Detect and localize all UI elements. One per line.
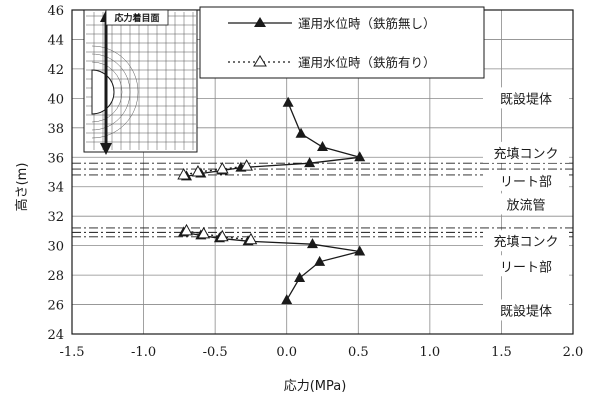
y-tick-label: 34 [47, 181, 64, 196]
x-tick-label: 0.0 [276, 345, 297, 360]
region-label-text: 既設堤体 [500, 91, 552, 107]
region-label-text: 充填コンク [493, 234, 558, 250]
series-point-1 [180, 223, 193, 236]
region-label-bg [483, 255, 569, 277]
region-label-text: リート部 [500, 260, 552, 275]
series-point-0 [354, 245, 366, 256]
inset-mesh-arc [91, 61, 123, 123]
cross-section-inset: 応力着目面 [83, 9, 198, 155]
series-point-0 [354, 151, 366, 162]
series-point-0 [294, 272, 306, 283]
inset-title: 応力着目面 [114, 12, 159, 24]
region-label-bg [483, 141, 569, 163]
y-tick-label: 44 [47, 33, 64, 48]
x-tick-label: 2.0 [563, 345, 584, 360]
region-label-text: 放流管 [506, 198, 545, 213]
y-axis-title: 高さ(m) [14, 163, 30, 212]
region-label: 既設堤体 [483, 299, 569, 321]
y-tick-label: 38 [47, 122, 64, 137]
region-label: 既設堤体 [483, 87, 569, 109]
region-label: 充填コンク [483, 230, 569, 252]
series-point-1 [240, 159, 253, 171]
series-point-0 [317, 140, 328, 151]
series-point-0 [304, 157, 316, 168]
series-point-0 [295, 127, 307, 138]
y-tick-label: 32 [47, 210, 64, 225]
tick-labels: -1.5 -1.0 -0.5 0.0 0.5 1.0 1.5 2.0 24 26 28 30 32 34 3… [47, 4, 583, 360]
inset-pipe-outline [91, 69, 115, 115]
legend-label-rebar: 運用水位時（鉄筋有り） [298, 55, 436, 70]
y-tick-label: 28 [47, 269, 64, 284]
region-label-text: 充填コンク [493, 146, 558, 162]
legend-marker-rebar-none [254, 17, 266, 27]
region-label: 放流管 [483, 193, 569, 215]
region-label-bg [483, 230, 569, 252]
series-point-1 [215, 162, 229, 174]
region-label: リート部 [483, 255, 569, 277]
region-label-bg [483, 169, 569, 191]
y-tick-label: 24 [47, 328, 64, 343]
series [177, 96, 366, 305]
inset-arrow-down [100, 143, 112, 155]
region-label-text: 既設堤体 [500, 303, 552, 319]
inset-mesh-arc [91, 53, 131, 131]
series-point-1 [244, 232, 258, 245]
region-label: リート部 [483, 169, 569, 191]
y-tick-label: 46 [47, 4, 64, 19]
y-tick-label: 30 [47, 240, 64, 255]
series-line-1 [183, 165, 247, 176]
x-tick-label: 1.0 [420, 345, 441, 360]
series-point-0 [314, 255, 326, 266]
x-tick-label: -0.5 [203, 345, 228, 360]
region-label-bg [483, 87, 569, 109]
region-label: 充填コンク [483, 141, 569, 163]
series-point-1 [197, 226, 211, 239]
inset-mesh-arc [91, 45, 139, 139]
x-tick-label: 0.5 [348, 345, 369, 360]
series-line-0 [183, 231, 360, 301]
x-tick-label: -1.0 [131, 345, 156, 360]
y-tick-label: 40 [47, 92, 64, 107]
series-point-1 [177, 167, 190, 180]
y-tick-label: 42 [47, 63, 64, 78]
x-axis-title: 応力(MPa) [284, 379, 347, 394]
series-point-0 [281, 294, 293, 305]
legend-label-rebar-none: 運用水位時（鉄筋無し） [298, 16, 436, 31]
y-tick-label: 36 [47, 151, 64, 166]
series-point-1 [191, 164, 205, 177]
region-label-text: リート部 [500, 175, 552, 190]
series-point-0 [282, 96, 294, 107]
series-point-0 [306, 238, 318, 249]
legend: 運用水位時（鉄筋無し） 運用水位時（鉄筋有り） [199, 6, 485, 79]
region-label-bg [483, 193, 569, 215]
series-line-0 [186, 102, 360, 178]
region-label-bg [483, 299, 569, 321]
series-point-1 [215, 229, 229, 242]
series-line-1 [186, 230, 251, 241]
x-tick-label: -1.5 [59, 345, 84, 360]
x-tick-label: 1.5 [491, 345, 512, 360]
legend-marker-rebar [253, 55, 267, 67]
boundary-lines [72, 162, 573, 238]
y-tick-label: 26 [47, 299, 64, 314]
